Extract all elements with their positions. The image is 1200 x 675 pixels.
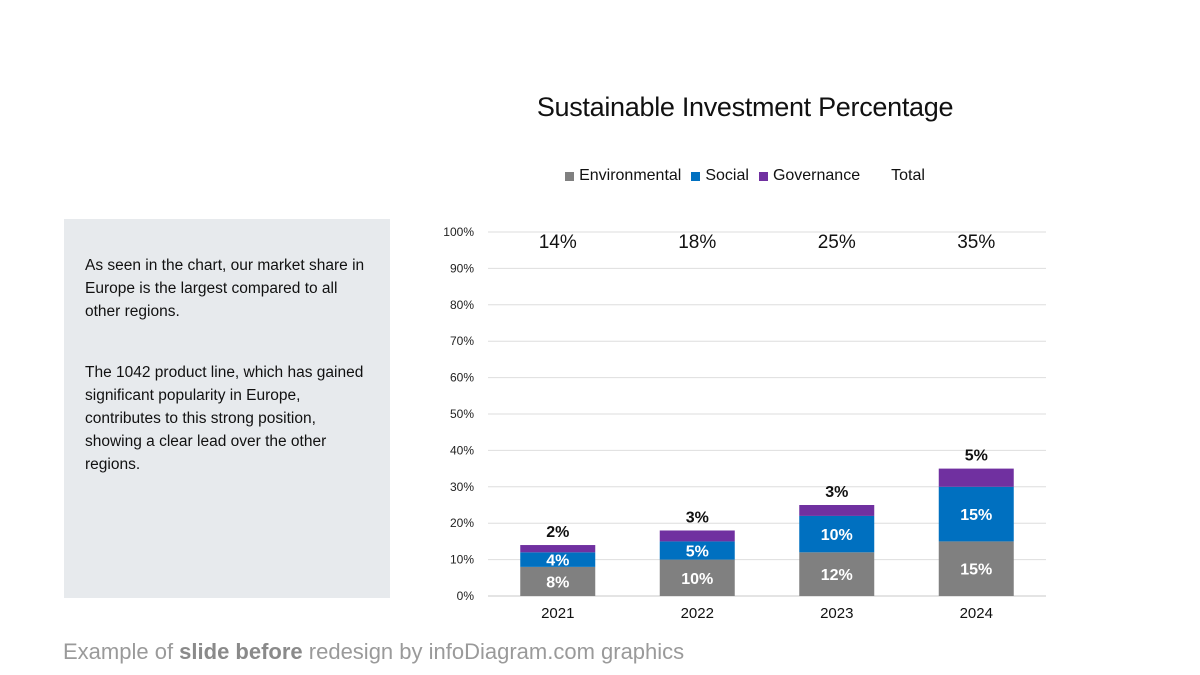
bar-segment-environmental xyxy=(938,541,1014,596)
stacked-bar-chart: 0% 10% 20% 30% 40% 50% 60% 70% 80% 90% 100% 8% 4% 2% 1… xyxy=(443,225,1046,622)
data-label: 15% xyxy=(960,507,992,524)
bar-segment-governance xyxy=(659,530,735,542)
data-label: 3% xyxy=(686,509,709,526)
chart-legend: Environmental Social Governance Total xyxy=(440,167,1050,185)
legend-item-governance: Governance xyxy=(758,167,861,185)
panel-paragraph-2: The 1042 product line, which has gained … xyxy=(85,364,364,473)
total-label: 25% xyxy=(818,232,856,253)
data-label: 2% xyxy=(546,524,569,541)
legend-item-total: Total xyxy=(891,167,925,185)
total-label: 35% xyxy=(957,232,995,253)
y-tick-label: 50% xyxy=(450,407,474,421)
y-tick-label: 30% xyxy=(450,480,474,494)
y-tick-label: 20% xyxy=(450,516,474,530)
data-label: 3% xyxy=(825,484,848,501)
data-label: 10% xyxy=(681,571,713,588)
bar-segment-governance xyxy=(938,468,1014,487)
panel-paragraph-1: As seen in the chart, our market share i… xyxy=(85,257,365,320)
bar-segment-social xyxy=(659,541,735,560)
x-tick-label: 2021 xyxy=(541,605,574,622)
total-label: 14% xyxy=(539,232,577,253)
legend-label-environmental: Environmental xyxy=(579,167,682,184)
bar-segment-social xyxy=(520,552,596,567)
footer-suffix: redesign by infoDiagram.com graphics xyxy=(302,639,685,664)
legend-swatch-environmental xyxy=(565,171,575,181)
data-label: 5% xyxy=(686,544,709,561)
footer-prefix: Example of xyxy=(63,639,180,664)
data-label: 5% xyxy=(965,448,988,465)
bar-segment-social xyxy=(938,486,1014,542)
legend-swatch-social xyxy=(691,171,701,181)
y-tick-label: 90% xyxy=(450,261,474,275)
total-label: 18% xyxy=(678,232,716,253)
bar-segment-environmental xyxy=(799,552,875,596)
footer-caption: Example of slide before redesign by info… xyxy=(63,639,684,665)
bar-segment-social xyxy=(799,515,875,553)
chart-title: Sustainable Investment Percentage xyxy=(536,92,954,122)
legend-item-social: Social xyxy=(691,167,749,185)
legend-label-total: Total xyxy=(891,167,925,184)
legend-label-social: Social xyxy=(705,167,749,184)
y-tick-label: 60% xyxy=(450,371,474,385)
bar-segment-governance xyxy=(799,505,875,516)
legend-item-environmental: Environmental xyxy=(565,167,681,185)
y-tick-label: 40% xyxy=(450,443,474,457)
footer-emphasis: slide before xyxy=(179,639,303,664)
x-tick-label: 2024 xyxy=(960,605,993,622)
y-tick-label: 70% xyxy=(450,334,474,348)
y-tick-label: 10% xyxy=(450,553,474,567)
y-tick-label: 100% xyxy=(443,225,474,239)
legend-label-governance: Governance xyxy=(772,167,861,184)
commentary-panel: As seen in the chart, our market share i… xyxy=(64,219,390,598)
bar-segment-governance xyxy=(520,545,596,553)
y-tick-label: 0% xyxy=(457,589,475,603)
x-tick-label: 2022 xyxy=(681,605,714,622)
data-label: 12% xyxy=(821,567,853,584)
x-tick-label: 2023 xyxy=(820,605,853,622)
y-tick-label: 80% xyxy=(450,298,474,312)
data-label: 8% xyxy=(546,574,569,591)
bar-segment-environmental xyxy=(520,566,596,596)
data-label: 15% xyxy=(960,562,992,579)
data-label: 10% xyxy=(821,527,853,544)
data-label: 4% xyxy=(546,553,569,570)
bar-segment-environmental xyxy=(659,559,735,596)
legend-swatch-governance xyxy=(758,171,768,181)
